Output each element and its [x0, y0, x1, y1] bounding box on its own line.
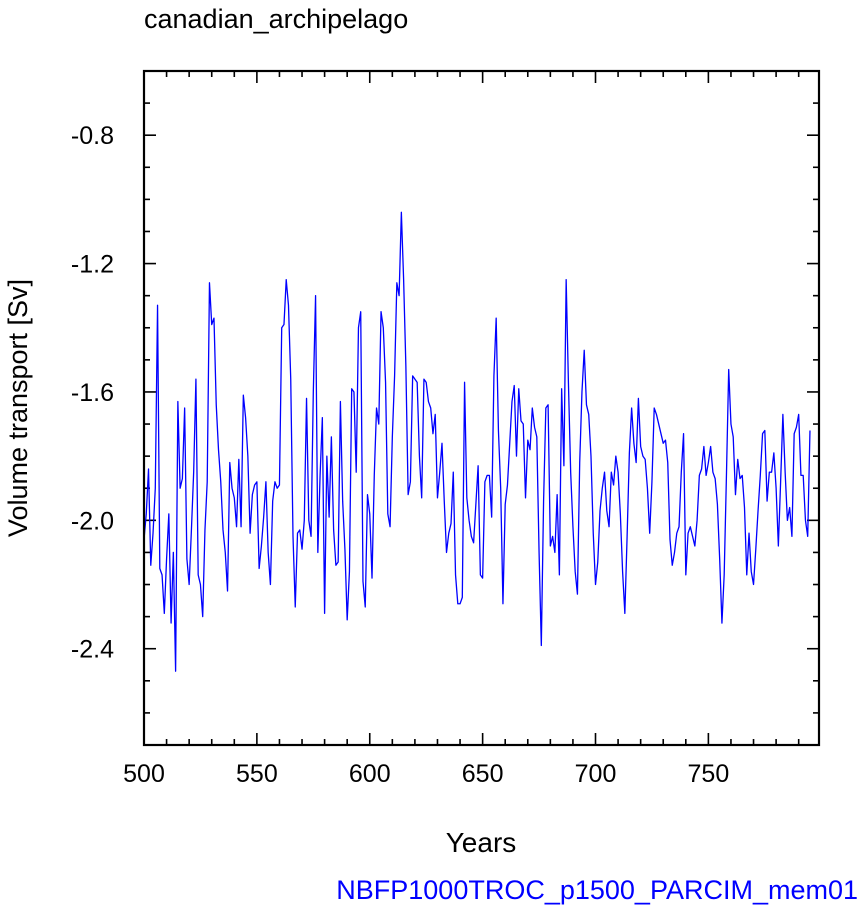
x-tick-label: 500 — [123, 760, 165, 788]
plot-frame — [142, 69, 821, 747]
series-line — [143, 211, 811, 672]
x-tick-label: 750 — [688, 760, 730, 788]
y-tick-label: -2.4 — [71, 636, 114, 664]
caption: NBFP1000TROC_p1500_PARCIM_mem01 — [336, 875, 858, 905]
x-tick-labels: 500 550 600 650 700 750 — [123, 760, 729, 788]
x-axis-label: Years — [446, 827, 517, 858]
y-tick-label: -1.6 — [71, 379, 114, 407]
chart-title: canadian_archipelago — [144, 4, 408, 34]
y-tick-label: -1.2 — [71, 251, 114, 279]
y-tick-label: -0.8 — [71, 122, 114, 150]
x-tick-label: 550 — [236, 760, 278, 788]
y-tick-labels: -2.4 -2.0 -1.6 -1.2 -0.8 — [71, 122, 114, 664]
y-tick-label: -2.0 — [71, 507, 114, 535]
x-tick-label: 650 — [462, 760, 504, 788]
x-tick-label: 700 — [575, 760, 617, 788]
x-tick-label: 600 — [349, 760, 391, 788]
y-axis-label: Volume transport [Sv] — [3, 279, 33, 537]
